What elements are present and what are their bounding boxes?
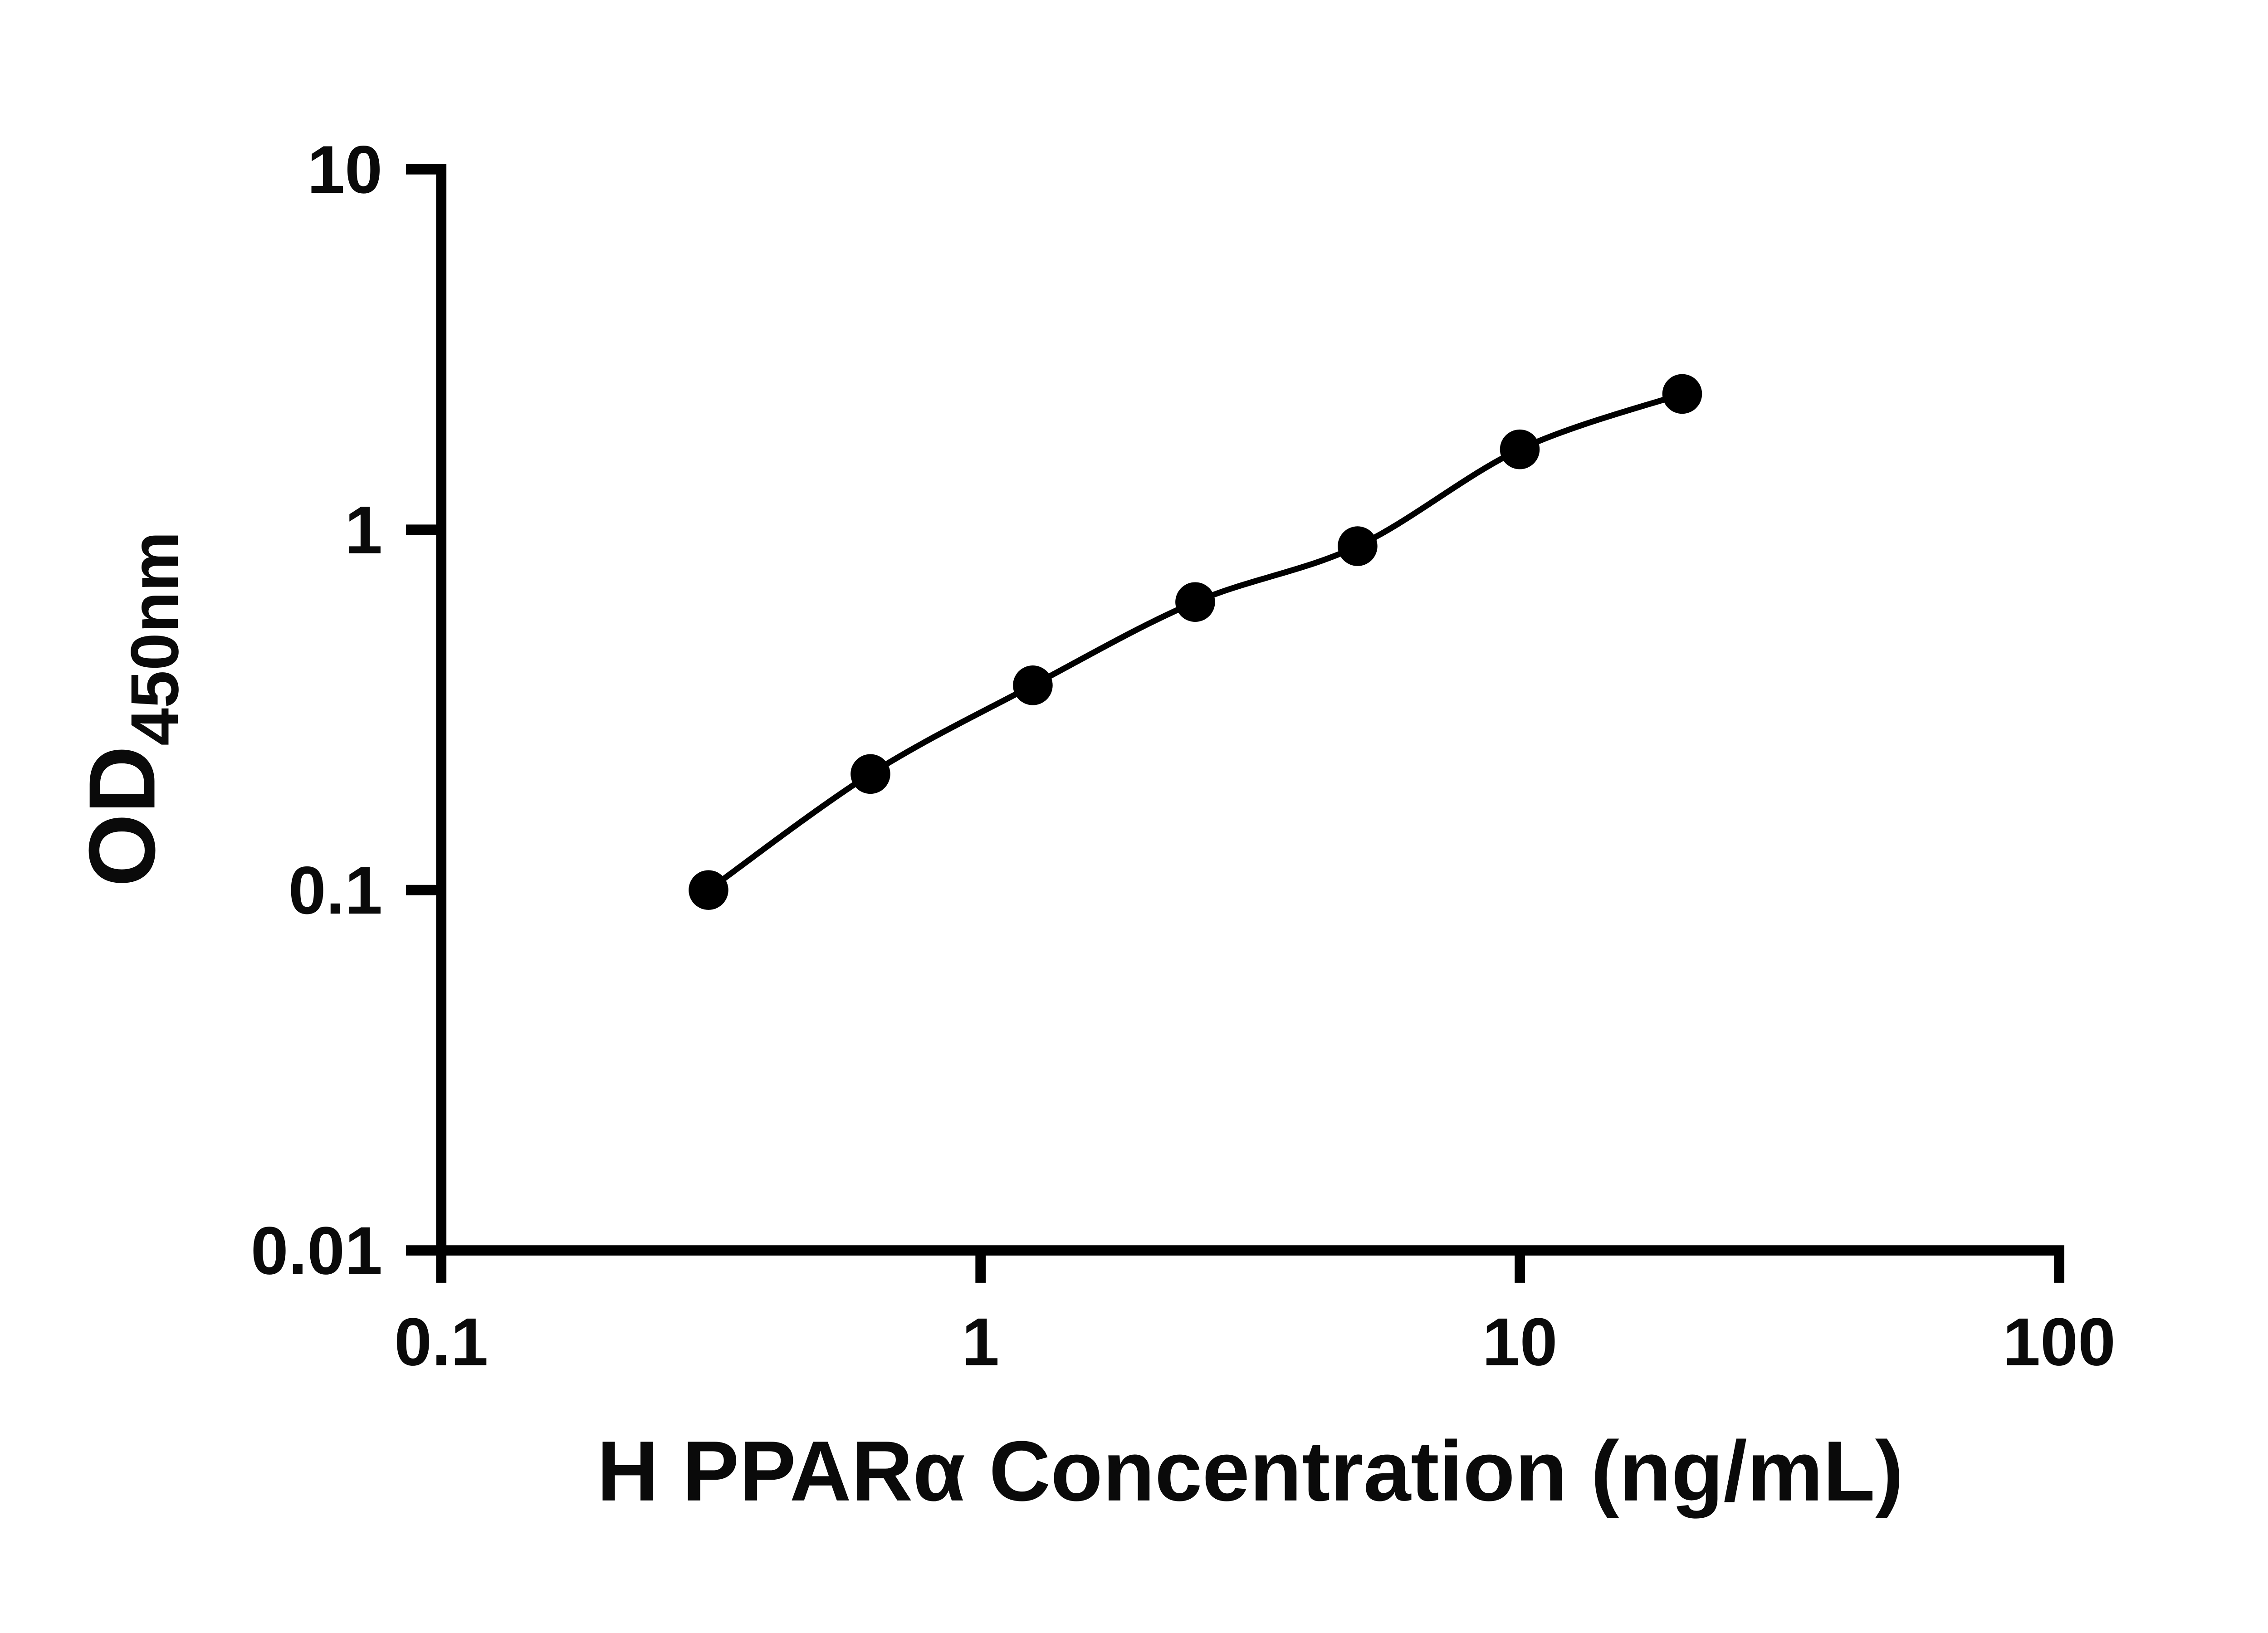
- data-point: [1338, 526, 1378, 566]
- y-axis-title-main: OD: [69, 746, 174, 887]
- data-point: [850, 754, 890, 794]
- y-tick-label: 0.1: [288, 852, 382, 928]
- y-axis-title-subscript: 450nm: [117, 531, 192, 746]
- y-tick-label: 1: [345, 492, 382, 568]
- data-point: [1662, 374, 1702, 414]
- standard-curve-line: [707, 391, 1683, 893]
- x-tick-label: 0.1: [394, 1304, 488, 1379]
- data-point: [1013, 665, 1053, 705]
- data-point: [689, 870, 728, 910]
- x-tick-label: 100: [2003, 1304, 2116, 1379]
- data-point: [1175, 582, 1215, 622]
- x-tick-label: 1: [962, 1304, 999, 1379]
- x-axis-title: H PPARα Concentration (ng/mL): [597, 1423, 1903, 1519]
- x-tick-label: 10: [1482, 1304, 1558, 1379]
- y-axis-title: OD450nm: [69, 531, 192, 887]
- data-point: [1500, 429, 1540, 469]
- y-tick-label: 10: [307, 132, 382, 207]
- y-tick-label: 0.01: [251, 1213, 382, 1288]
